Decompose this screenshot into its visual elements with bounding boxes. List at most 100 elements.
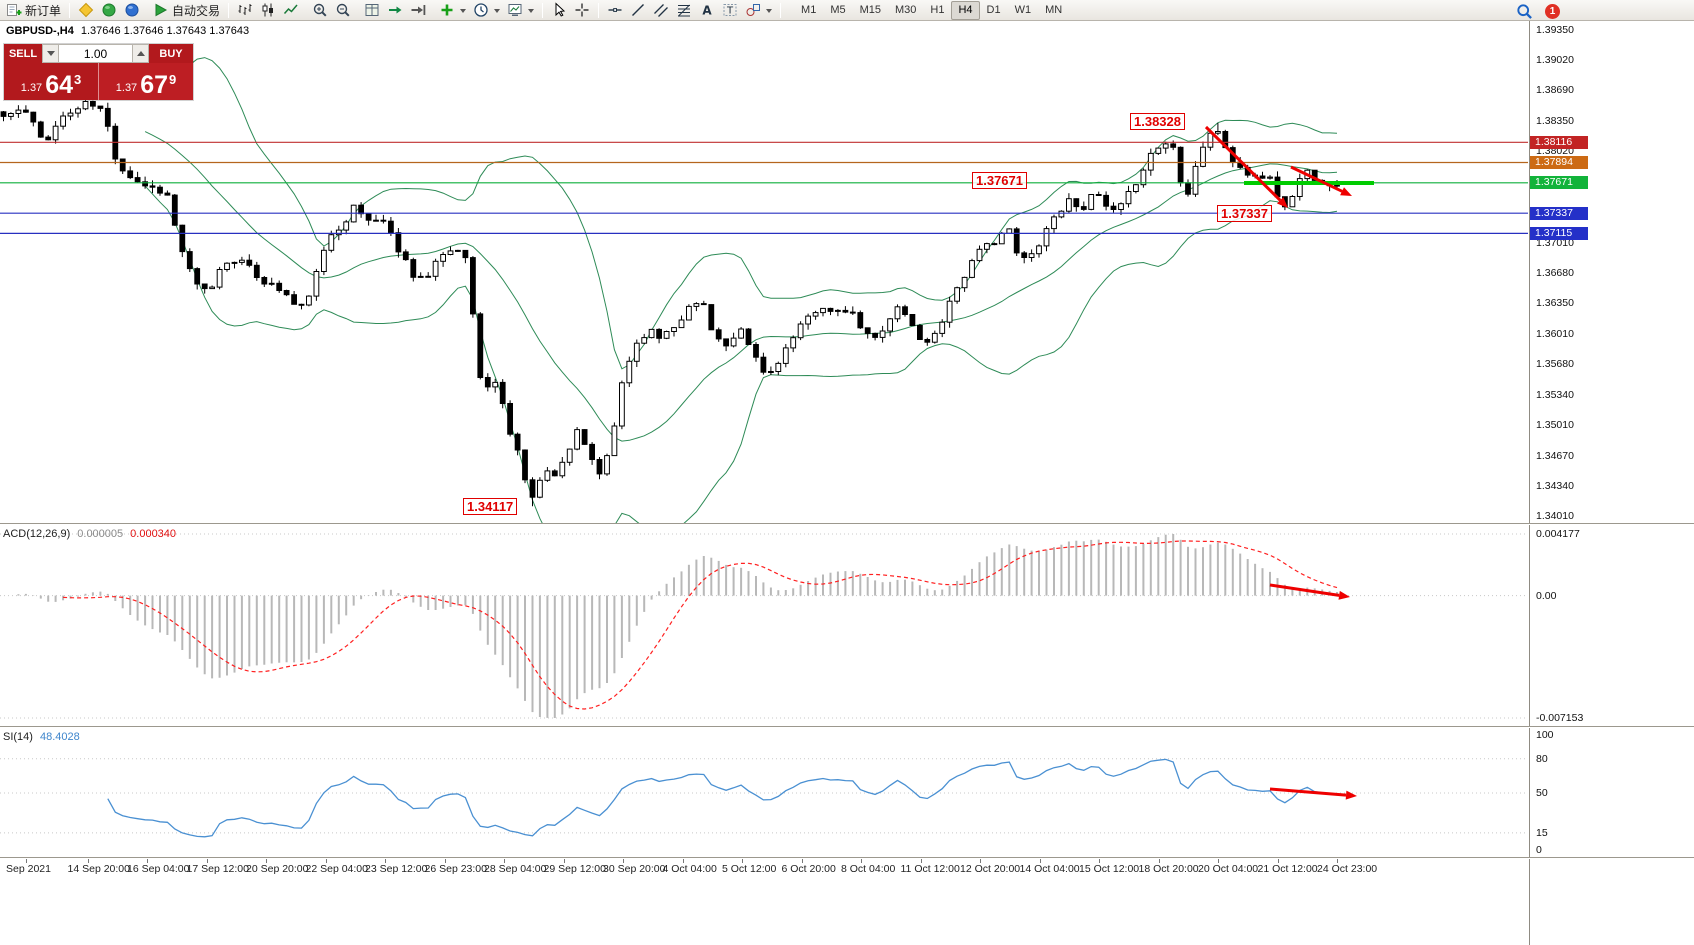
time-tick — [266, 859, 267, 863]
trend-arrow[interactable] — [1269, 583, 1340, 597]
buy-price-point: 9 — [169, 72, 177, 87]
horizontal-line-icon — [608, 8, 622, 12]
trend-arrow-head — [1345, 790, 1357, 800]
tile-windows-button[interactable] — [361, 1, 383, 20]
sell-price[interactable]: 1.37 64 3 — [4, 63, 98, 100]
chart-annotation[interactable]: 1.37671 — [972, 172, 1027, 189]
cursor-tool-button[interactable] — [548, 1, 570, 20]
chevron-down-icon — [528, 8, 535, 16]
price-badge: 1.37894 — [1530, 156, 1588, 169]
svg-text:A: A — [702, 4, 712, 18]
chart-annotation[interactable]: 1.38328 — [1130, 113, 1185, 130]
trend-arrow[interactable] — [1290, 165, 1343, 193]
timeframe-m5[interactable]: M5 — [830, 3, 846, 16]
trendline-tool-button[interactable] — [627, 1, 649, 20]
timeframe-d1[interactable]: D1 — [986, 3, 1001, 16]
time-tick-label: 24 Oct 23:00 — [1317, 863, 1378, 875]
search-button[interactable] — [1513, 2, 1536, 21]
hline-tool-button[interactable] — [604, 1, 626, 20]
macd-panel[interactable]: ACD(12,26,9) 0.000005 0.000340 0.004177 0.0… — [0, 525, 1694, 727]
autotrade-button[interactable]: 自动交易 — [150, 1, 223, 20]
periods-button[interactable] — [470, 1, 503, 20]
chart-annotation[interactable]: 1.34117 — [463, 498, 518, 515]
time-tick — [504, 859, 505, 863]
templates-button[interactable] — [504, 1, 537, 20]
zoom-in-button[interactable] — [309, 1, 331, 20]
time-tick-label: 15 Oct 12:00 — [1079, 863, 1140, 875]
indicator-axis-label: 80 — [1536, 752, 1548, 765]
zoom-out-button[interactable] — [332, 1, 354, 20]
timeframe-mn[interactable]: MN — [1045, 3, 1063, 16]
chart-shift-button[interactable] — [407, 1, 429, 20]
tile-windows-icon — [365, 4, 379, 16]
triangle-up-icon — [136, 47, 145, 56]
indicator-axis-label: 0.00 — [1536, 589, 1557, 602]
time-tick-label: Sep 2021 — [6, 863, 51, 875]
rsi-panel[interactable]: SI(14) 48.4028 100 80 50 15 0 — [0, 728, 1694, 858]
text-tool-button[interactable]: A — [696, 1, 718, 20]
sell-price-pips: 64 — [45, 71, 73, 99]
ohlc-readout: 1.37646 1.37646 1.37643 1.37643 — [80, 25, 250, 37]
time-tick-label: 12 Oct 20:00 — [960, 863, 1021, 875]
triangle-down-icon — [46, 51, 55, 60]
timeframe-w1[interactable]: W1 — [1014, 3, 1032, 16]
time-tick-label: 23 Sep 12:00 — [365, 863, 428, 875]
buy-button[interactable]: BUY — [149, 44, 193, 63]
rsi-label: SI(14) 48.4028 — [3, 731, 80, 743]
indicators-button[interactable] — [436, 1, 469, 20]
shapes-tool-button[interactable] — [742, 1, 775, 20]
indicator-axis-label: 0.004177 — [1536, 528, 1580, 540]
chevron-down-icon — [494, 8, 501, 16]
price-tick: 1.37010 — [1536, 237, 1574, 249]
buy-price-pips: 67 — [140, 71, 168, 99]
timeframe-m1[interactable]: M1 — [801, 3, 817, 16]
market-button[interactable] — [98, 1, 120, 20]
lot-increase-button[interactable] — [132, 44, 149, 63]
new-order-button[interactable]: 新订单 — [3, 1, 64, 20]
community-button[interactable] — [121, 1, 143, 20]
price-tick: 1.35340 — [1536, 389, 1574, 401]
sell-button[interactable]: SELL — [4, 44, 42, 63]
buy-price[interactable]: 1.37 67 9 — [98, 63, 193, 100]
candlestick-icon — [262, 3, 274, 17]
timeframe-h4[interactable]: H4 — [951, 0, 980, 20]
fibonacci-tool-button[interactable] — [673, 1, 695, 20]
price-chart-panel[interactable]: GBPUSD-,H4 1.37646 1.37646 1.37643 1.3764… — [0, 21, 1694, 524]
time-tick-label: 22 Sep 04:00 — [305, 863, 368, 875]
time-tick — [385, 859, 386, 863]
time-tick-label: 29 Sep 12:00 — [543, 863, 606, 875]
rsi-canvas[interactable] — [0, 728, 1528, 858]
axis-separator — [1529, 859, 1530, 945]
timeframe-h1[interactable]: H1 — [930, 3, 945, 16]
channel-tool-button[interactable] — [650, 1, 672, 20]
zoom-in-icon — [313, 3, 327, 17]
fibonacci-icon — [678, 4, 691, 17]
auto-scroll-icon — [389, 6, 402, 14]
time-tick — [682, 859, 684, 863]
price-chart-canvas[interactable] — [0, 21, 1528, 524]
time-tick — [1099, 859, 1100, 863]
indicator-axis-label: 50 — [1536, 787, 1548, 799]
chart-annotation[interactable]: 1.37337 — [1217, 205, 1272, 222]
timeframe-m15[interactable]: M15 — [859, 3, 881, 16]
trend-arrow[interactable] — [1269, 787, 1347, 797]
time-tick — [623, 859, 624, 863]
axis-separator — [1529, 21, 1530, 523]
trend-arrow[interactable] — [1204, 125, 1282, 202]
price-tick: 1.36350 — [1536, 297, 1574, 309]
candlestick-mode-button[interactable] — [257, 1, 279, 20]
price-tick: 1.36010 — [1536, 328, 1574, 340]
macd-canvas[interactable] — [0, 525, 1528, 727]
label-tool-button[interactable]: T — [719, 1, 741, 20]
metaeditor-button[interactable] — [75, 1, 97, 20]
bar-chart-icon — [238, 4, 252, 15]
lot-decrease-button[interactable] — [42, 44, 59, 63]
timeframe-m30[interactable]: M30 — [895, 3, 917, 16]
bar-chart-mode-button[interactable] — [234, 1, 256, 20]
notification-badge[interactable]: 1 — [1545, 4, 1560, 19]
line-chart-mode-button[interactable] — [280, 1, 302, 20]
price-tick: 1.34340 — [1536, 480, 1574, 492]
lot-size-input[interactable] — [59, 44, 132, 63]
auto-scroll-button[interactable] — [384, 1, 406, 20]
crosshair-tool-button[interactable] — [571, 1, 593, 20]
